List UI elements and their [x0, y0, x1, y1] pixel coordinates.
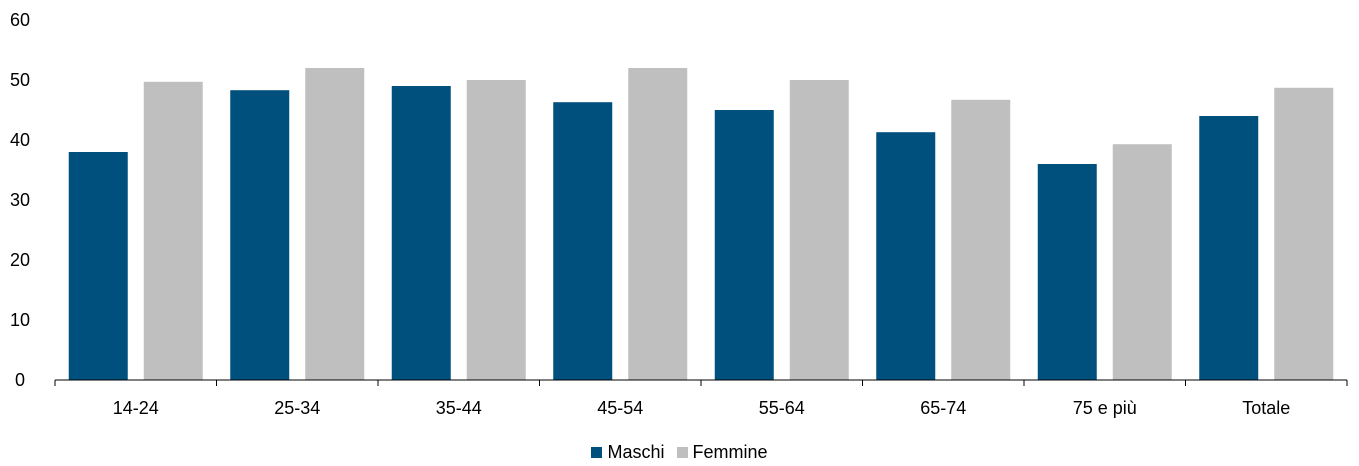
- bar-maschi-1: [230, 90, 290, 380]
- y-tick-label: 40: [10, 130, 30, 150]
- legend-label-femmine: Femmine: [692, 442, 768, 462]
- x-tick-label: 75 e più: [1073, 398, 1137, 418]
- bar-maschi-5: [876, 132, 936, 380]
- legend: Maschi Femmine: [0, 442, 1359, 463]
- y-tick-label: 50: [10, 70, 30, 90]
- bar-chart: 0 10 20 30 40 50 60 14-24 25-34 35-44 45-54 55-64 6…: [10, 10, 1348, 418]
- x-tick-label: Totale: [1242, 398, 1290, 418]
- bar-femmine-7: [1274, 87, 1334, 381]
- y-axis: 0 10 20 30 40 50 60: [10, 10, 30, 390]
- bar-maschi-3: [553, 102, 613, 380]
- bar-femmine-4: [789, 80, 849, 380]
- legend-item-femmine: Femmine: [676, 442, 768, 463]
- legend-item-maschi: Maschi: [591, 442, 665, 463]
- y-tick-label: 60: [10, 10, 30, 30]
- bar-femmine-3: [628, 68, 688, 380]
- legend-label-maschi: Maschi: [607, 442, 665, 462]
- bar-maschi-2: [391, 86, 451, 380]
- bars: [68, 68, 1334, 381]
- bar-maschi-4: [714, 110, 774, 380]
- x-tick-label: 25-34: [274, 398, 320, 418]
- legend-swatch-maschi: [591, 447, 603, 458]
- y-tick-label: 10: [10, 310, 30, 330]
- x-tick-label: 65-74: [920, 398, 966, 418]
- y-tick-label: 20: [10, 250, 30, 270]
- bar-maschi-7: [1199, 116, 1259, 380]
- bar-femmine-5: [951, 99, 1011, 381]
- y-tick-label: 30: [10, 190, 30, 210]
- bar-femmine-1: [305, 68, 365, 380]
- x-tick-label: 14-24: [113, 398, 159, 418]
- bar-maschi-6: [1037, 164, 1097, 380]
- x-tick-label: 35-44: [436, 398, 482, 418]
- x-tick-label: 45-54: [597, 398, 643, 418]
- bar-femmine-6: [1112, 144, 1172, 380]
- bar-femmine-0: [143, 81, 203, 381]
- legend-swatch-femmine: [676, 447, 688, 458]
- bar-maschi-0: [68, 152, 128, 380]
- x-axis: 14-24 25-34 35-44 45-54 55-64 65-74 75 e più To…: [54, 380, 1348, 418]
- y-tick-label: 0: [15, 370, 25, 390]
- x-tick-label: 55-64: [759, 398, 805, 418]
- bar-femmine-2: [466, 80, 526, 380]
